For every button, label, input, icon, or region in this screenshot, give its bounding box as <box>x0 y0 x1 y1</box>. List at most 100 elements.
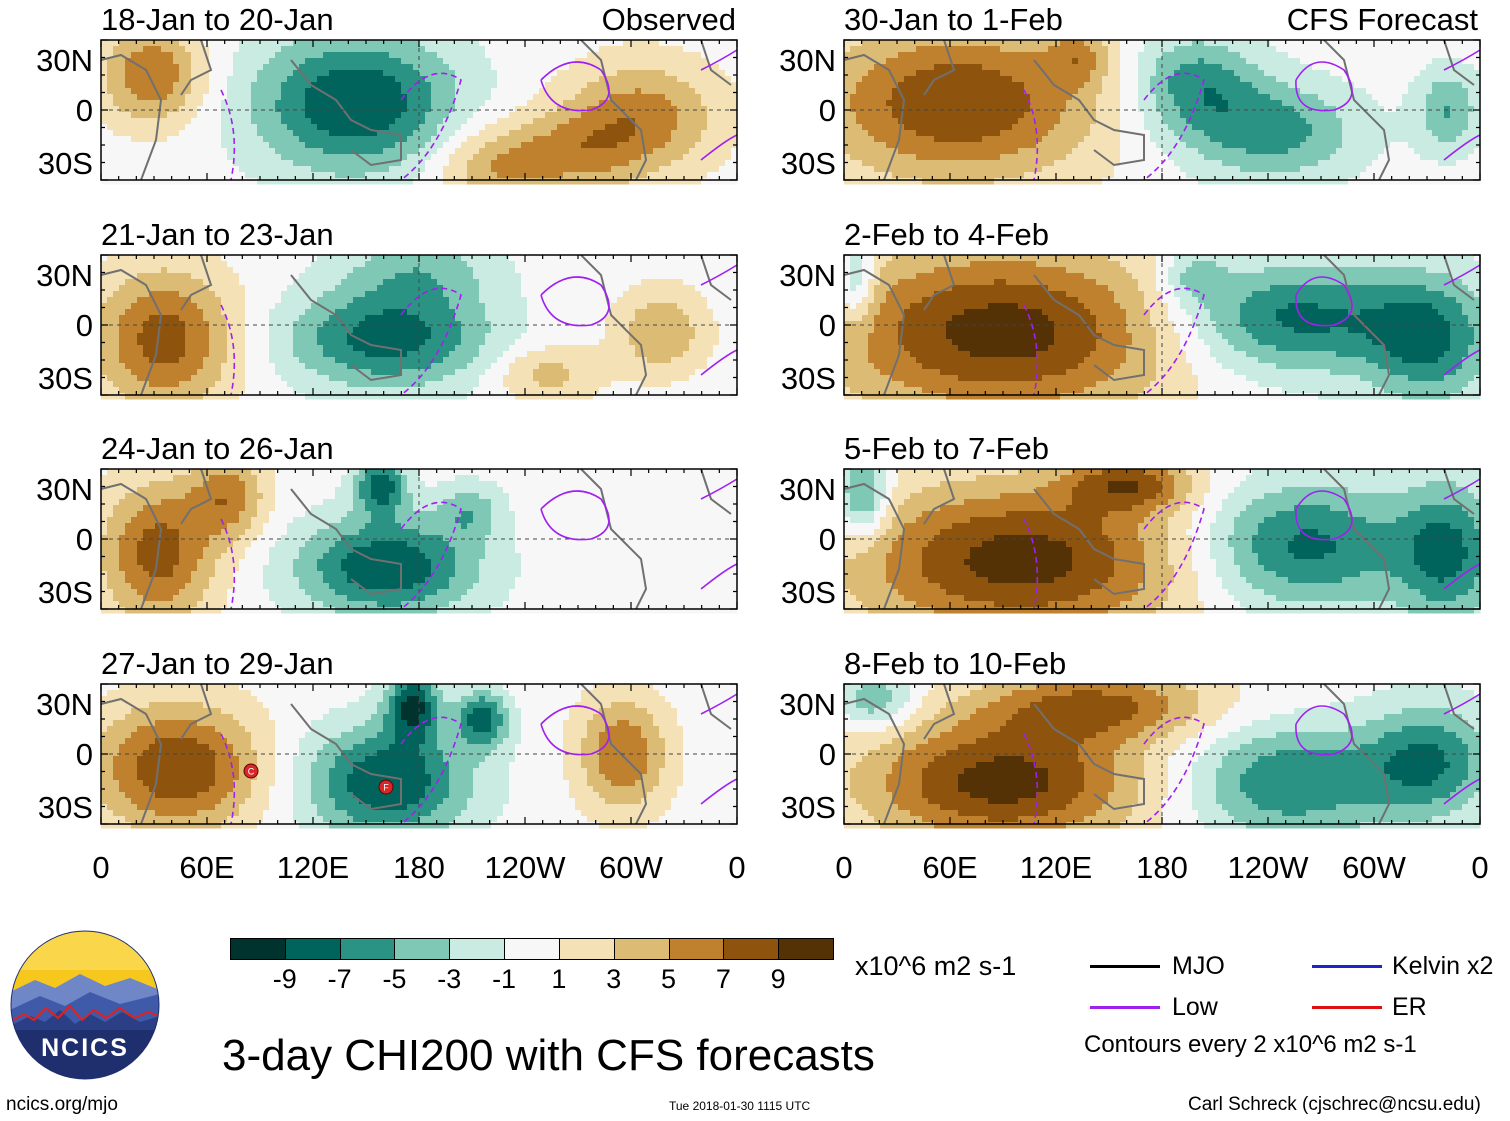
low-contour <box>1295 49 1481 161</box>
anomaly-field <box>101 255 738 400</box>
y-tick-label: 30N <box>13 45 93 76</box>
website-link[interactable]: ncics.org/mjo <box>6 1094 118 1116</box>
y-tick-label: 30N <box>13 689 93 720</box>
coastlines <box>100 254 732 396</box>
map-panel <box>100 254 738 400</box>
y-tick-label: 30S <box>13 148 93 179</box>
map-panel <box>843 254 1481 400</box>
low-contour <box>540 693 738 805</box>
colorbar-swatch <box>504 938 560 960</box>
legend-mjo-label: MJO <box>1172 954 1225 979</box>
anomaly-field <box>101 684 738 829</box>
x-tick-label: 180 <box>393 852 445 883</box>
low-contour <box>1295 478 1481 590</box>
y-tick-label: 30S <box>756 577 836 608</box>
units-label: x10^6 m2 s-1 <box>855 951 1016 982</box>
colorbar-tick-label: 1 <box>551 966 566 993</box>
colorbar-swatch <box>558 938 615 960</box>
y-tick-label: 0 <box>756 739 836 770</box>
legend-low-line <box>1090 1006 1160 1009</box>
y-tick-label: 0 <box>756 95 836 126</box>
coastlines <box>843 254 1475 396</box>
axis-ticks <box>100 468 738 610</box>
panel-title: 24-Jan to 26-Jan <box>101 433 334 464</box>
x-tick-label: 180 <box>1136 852 1188 883</box>
field-plot <box>100 254 738 400</box>
y-tick-label: 0 <box>13 310 93 341</box>
colorbar-swatch <box>230 938 286 960</box>
colorbar-swatch <box>339 938 396 960</box>
low-contour-dashed <box>1023 716 1205 825</box>
legend-kelvin-line <box>1312 965 1382 968</box>
y-tick-label: 30N <box>756 689 836 720</box>
anomaly-field <box>844 255 1481 400</box>
coastlines <box>843 39 1475 181</box>
field-plot <box>843 254 1481 400</box>
x-tick-label: 60E <box>179 852 234 883</box>
y-tick-label: 30S <box>756 792 836 823</box>
colorbar-tick-label: 9 <box>771 966 786 993</box>
y-tick-label: 30N <box>13 260 93 291</box>
y-tick-label: 30S <box>13 363 93 394</box>
axis-ticks <box>100 683 738 825</box>
field-plot <box>100 468 738 614</box>
observed-label: Observed <box>560 4 736 35</box>
coastlines <box>100 468 732 610</box>
field-plot <box>843 468 1481 614</box>
storm-marker-label: F <box>383 783 389 793</box>
y-tick-label: 0 <box>756 524 836 555</box>
y-tick-label: 0 <box>13 524 93 555</box>
panel-title: 30-Jan to 1-Feb <box>844 4 1063 35</box>
colorbar-swatch <box>668 938 725 960</box>
coastlines <box>100 683 732 825</box>
field-plot: CF <box>100 683 738 829</box>
anomaly-field <box>101 40 738 185</box>
y-tick-label: 30N <box>756 474 836 505</box>
colorbar-tick-label: 7 <box>716 966 731 993</box>
low-contour <box>540 264 738 376</box>
y-tick-label: 30N <box>756 260 836 291</box>
x-tick-label: 0 <box>728 852 745 883</box>
low-contour-dashed <box>1023 72 1205 181</box>
low-contour-dashed <box>220 72 462 181</box>
field-plot <box>843 39 1481 185</box>
legend-mjo-line <box>1090 965 1160 968</box>
map-panel <box>843 468 1481 614</box>
y-tick-label: 0 <box>13 95 93 126</box>
anomaly-field <box>101 469 738 614</box>
colorbar-swatch <box>449 938 506 960</box>
x-tick-label: 60W <box>1342 852 1406 883</box>
colorbar-ticks: -9 -7 -5 -3 -1 1 3 5 7 9 <box>230 966 833 996</box>
coastlines <box>843 683 1475 825</box>
colorbar-swatch <box>613 938 670 960</box>
low-contour <box>540 478 738 590</box>
storm-marker <box>243 763 259 779</box>
anomaly-field <box>844 40 1481 185</box>
author-credit: Carl Schreck (cjschrec@ncsu.edu) <box>1188 1094 1481 1116</box>
colorbar-swatch <box>723 938 780 960</box>
map-panel <box>100 468 738 614</box>
x-tick-label: 120E <box>277 852 349 883</box>
colorbar-tick-label: -3 <box>437 966 461 993</box>
y-tick-label: 30N <box>756 45 836 76</box>
colorbar-tick-label: -1 <box>492 966 516 993</box>
low-contour <box>540 49 738 161</box>
panel-title: 5-Feb to 7-Feb <box>844 433 1049 464</box>
ncics-logo: NCICS <box>10 930 160 1080</box>
x-tick-label: 0 <box>1471 852 1488 883</box>
legend-er-line <box>1312 1006 1382 1009</box>
anomaly-field <box>844 684 1481 829</box>
colorbar-swatch <box>778 938 834 960</box>
x-tick-label: 0 <box>92 852 109 883</box>
storm-marker-label: C <box>248 767 255 777</box>
panel-title: 2-Feb to 4-Feb <box>844 219 1049 250</box>
colorbar-tick-label: -7 <box>328 966 352 993</box>
panel-title: 21-Jan to 23-Jan <box>101 219 334 250</box>
contour-note: Contours every 2 x10^6 m2 s-1 <box>1084 1032 1417 1057</box>
field-plot <box>843 683 1481 829</box>
panel-title: 27-Jan to 29-Jan <box>101 648 334 679</box>
coastlines <box>843 468 1475 610</box>
map-panel <box>100 39 738 185</box>
y-tick-label: 30N <box>13 474 93 505</box>
